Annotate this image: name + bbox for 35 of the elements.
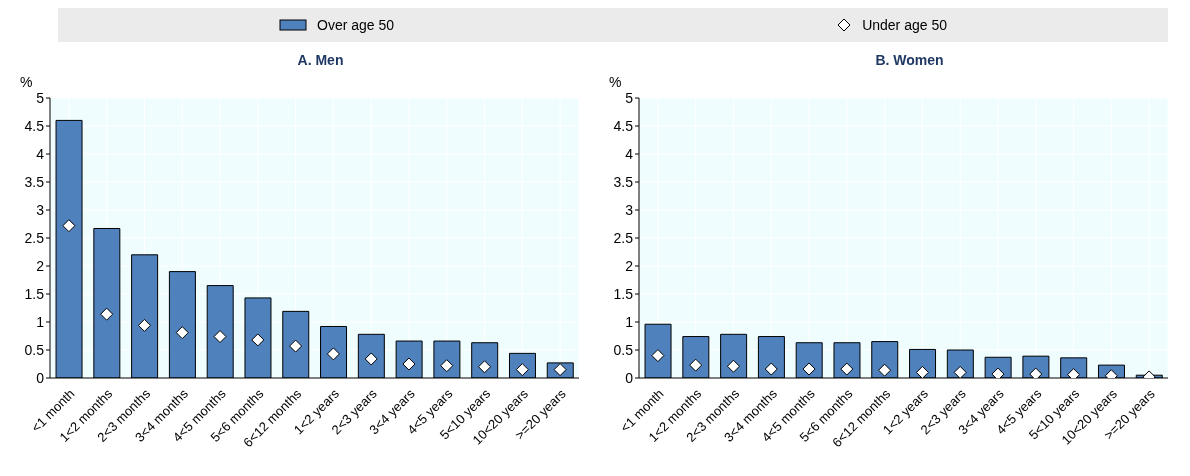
y-tick-label: 2 <box>625 257 634 274</box>
y-tick-label: 0.5 <box>613 341 634 358</box>
legend-label: Over age 50 <box>317 17 395 33</box>
y-tick-label: 3 <box>36 201 45 218</box>
y-tick-label: 4.5 <box>24 117 45 134</box>
y-tick-label: 1 <box>625 313 634 330</box>
chart-title: A. Men <box>296 52 345 70</box>
point <box>100 307 114 321</box>
y-tick-label: 2.5 <box>24 229 45 246</box>
point <box>289 339 303 353</box>
y-tick-label: 2 <box>36 257 45 274</box>
legend-label: Under age 50 <box>862 17 947 33</box>
point <box>62 219 76 233</box>
y-tick-label: 1.5 <box>613 285 634 302</box>
y-tick-label: 5 <box>625 89 634 106</box>
point <box>175 326 189 340</box>
y-tick-label: 2.5 <box>613 229 634 246</box>
y-tick-label: 0.5 <box>24 341 45 358</box>
y-tick-label: 3.5 <box>24 173 45 190</box>
point <box>213 330 227 344</box>
y-tick-label: 3 <box>625 201 634 218</box>
chart-title: B. Women <box>874 52 945 70</box>
y-tick-label: 1.5 <box>24 285 45 302</box>
y-axis-title: % <box>608 74 623 90</box>
y-tick-label: 5 <box>36 89 45 106</box>
y-axis-title: % <box>19 74 34 90</box>
y-tick-label: 3.5 <box>613 173 634 190</box>
y-tick-label: 4 <box>36 145 45 162</box>
y-tick-label: 0 <box>625 369 634 386</box>
y-tick-label: 4.5 <box>613 117 634 134</box>
y-tick-label: 0 <box>36 369 45 386</box>
point <box>251 333 265 347</box>
point <box>137 318 151 332</box>
y-tick-label: 4 <box>625 145 634 162</box>
y-tick-label: 1 <box>36 313 45 330</box>
